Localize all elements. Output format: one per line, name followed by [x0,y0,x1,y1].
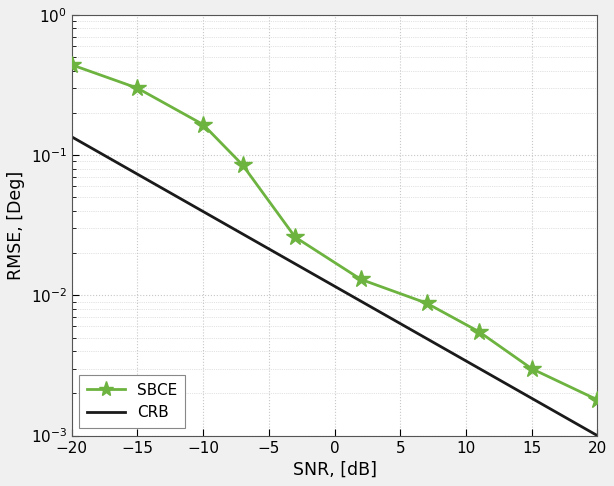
SBCE [239,162,246,168]
SBCE [528,366,535,372]
SBCE [594,397,601,403]
SBCE [68,62,76,68]
Legend: SBCE, CRB: SBCE, CRB [79,375,185,428]
SBCE [134,85,141,91]
SBCE [423,300,430,306]
Y-axis label: RMSE, [Deg]: RMSE, [Deg] [7,171,25,280]
SBCE [475,329,483,335]
SBCE [357,277,365,282]
SBCE [200,122,207,127]
X-axis label: SNR, [dB]: SNR, [dB] [293,461,376,479]
Line: SBCE: SBCE [63,56,607,409]
SBCE [292,234,299,240]
